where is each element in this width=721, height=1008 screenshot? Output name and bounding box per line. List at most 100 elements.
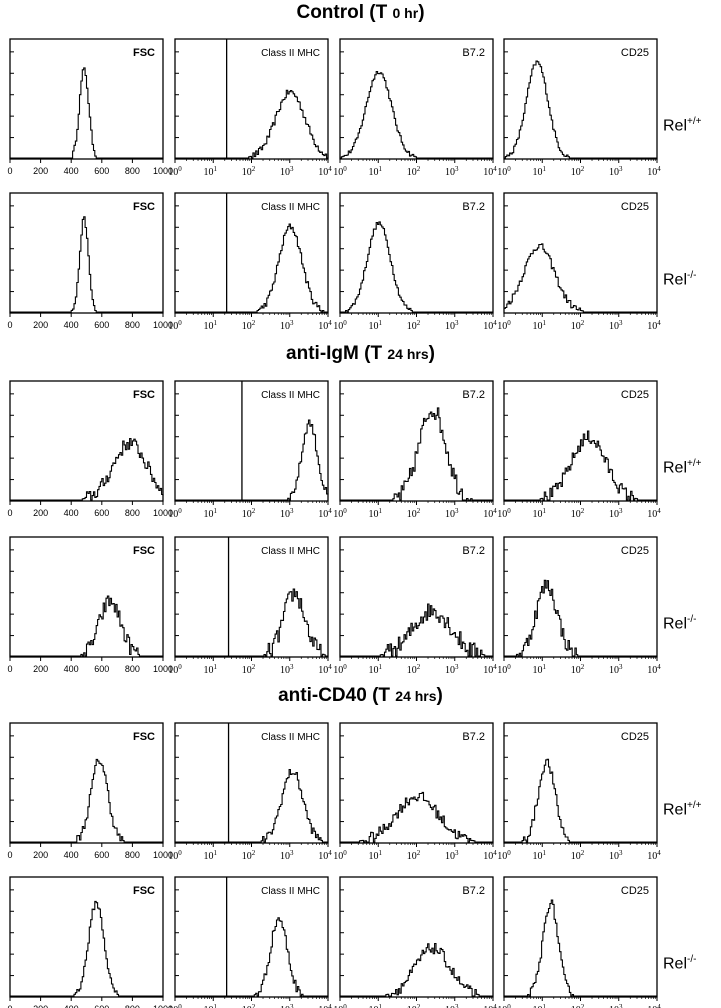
x-tick-label: 101 (204, 663, 218, 676)
x-tick-label: 103 (445, 507, 459, 520)
panel-label: B7.2 (462, 731, 485, 743)
genotype-superscript: +/+ (687, 116, 702, 127)
x-tick-label: 103 (445, 1003, 459, 1008)
genotype-base: Rel (663, 117, 688, 135)
histogram-trace (504, 579, 657, 657)
section-title: anti-CD40 (T 24 hrs) (0, 685, 721, 707)
x-tick-label: 1000 (153, 508, 173, 518)
x-tick-label: 103 (280, 319, 294, 332)
x-tick-label: 0 (7, 166, 12, 176)
histogram-panel: 100 101 102 103 104 Class II MHC (168, 876, 332, 1008)
histogram-trace (340, 603, 493, 657)
x-tick-label: 102 (571, 165, 585, 178)
histogram-trace (175, 588, 328, 657)
genotype-label: Rel+/+ (663, 800, 701, 819)
x-tick-label: 104 (483, 663, 497, 676)
panel-label: FSC (133, 731, 155, 743)
histogram-trace (340, 221, 493, 313)
genotype-label: Rel-/- (663, 614, 696, 633)
histogram-panel: 100 101 102 103 104 CD25 (497, 380, 661, 520)
x-tick-label: 100 (168, 1003, 182, 1008)
genotype-superscript: -/- (687, 270, 697, 281)
genotype-superscript: +/+ (687, 458, 702, 469)
x-tick-label: 103 (445, 165, 459, 178)
panel-label: CD25 (621, 201, 649, 213)
x-tick-label: 400 (64, 850, 79, 860)
x-tick-label: 101 (204, 507, 218, 520)
panel-frame (9, 380, 164, 502)
panel-label: FSC (133, 201, 155, 213)
panel-label: B7.2 (462, 47, 485, 59)
x-tick-label: 102 (242, 507, 256, 520)
x-tick-label: 101 (533, 507, 547, 520)
genotype-label: Rel+/+ (663, 458, 701, 477)
x-tick-label: 100 (497, 507, 511, 520)
panel-label: Class II MHC (261, 732, 320, 743)
x-tick-label: 400 (64, 320, 79, 330)
genotype-label: Rel-/- (663, 270, 696, 289)
x-tick-label: 102 (407, 663, 421, 676)
x-tick-label: 0 (7, 508, 12, 518)
x-tick-label: 101 (533, 319, 547, 332)
x-tick-label: 104 (318, 165, 332, 178)
genotype-base: Rel (663, 459, 688, 477)
histogram-trace (175, 89, 329, 159)
histogram-panel: 100 101 102 103 104 B7.2 (333, 380, 497, 520)
x-tick-label: 103 (609, 165, 623, 178)
section-title-main: anti-CD40 (T (278, 685, 396, 706)
x-tick-label: 104 (483, 507, 497, 520)
histogram-trace (340, 407, 493, 501)
x-tick-label: 103 (609, 319, 623, 332)
section-title: Control (T 0 hr) (0, 2, 721, 24)
histogram-trace (10, 216, 163, 313)
x-tick-label: 100 (168, 849, 182, 862)
x-tick-label: 101 (369, 1003, 383, 1008)
panel-label: B7.2 (462, 389, 485, 401)
x-tick-label: 103 (280, 1003, 294, 1008)
x-tick-label: 400 (64, 664, 79, 674)
panel-label: B7.2 (462, 545, 485, 557)
histogram-panel: 100 101 102 103 104 CD25 (497, 722, 661, 862)
x-tick-label: 100 (333, 663, 347, 676)
panel-frame (9, 722, 164, 844)
x-tick-label: 102 (571, 507, 585, 520)
x-tick-label: 100 (497, 319, 511, 332)
x-tick-label: 101 (204, 1003, 218, 1008)
histogram-trace (10, 437, 164, 501)
panel-label: B7.2 (462, 201, 485, 213)
x-tick-label: 200 (33, 320, 48, 330)
histogram-trace (340, 70, 493, 159)
x-tick-label: 100 (333, 165, 347, 178)
x-tick-label: 1000 (153, 1004, 173, 1008)
x-tick-label: 102 (242, 663, 256, 676)
histogram-trace (10, 595, 163, 657)
histogram-panel: 100 101 102 103 104 CD25 (497, 876, 661, 1008)
x-tick-label: 104 (647, 507, 661, 520)
histogram-panel: 0 200 400 600 800 1000 FSC (7, 876, 173, 1008)
histogram-trace (340, 942, 493, 997)
histogram-panel: 100 101 102 103 104 B7.2 (333, 38, 497, 178)
x-tick-label: 104 (647, 319, 661, 332)
x-tick-label: 102 (242, 1003, 256, 1008)
x-tick-label: 103 (609, 849, 623, 862)
genotype-superscript: -/- (687, 614, 697, 625)
x-tick-label: 800 (125, 850, 140, 860)
panel-label: FSC (133, 545, 155, 557)
x-tick-label: 1000 (153, 320, 173, 330)
x-tick-label: 104 (483, 165, 497, 178)
histogram-panel: 0 200 400 600 800 1000 FSC (7, 536, 173, 674)
x-tick-label: 800 (125, 664, 140, 674)
section-title-time: 0 hr (392, 5, 419, 21)
x-tick-label: 102 (407, 849, 421, 862)
x-tick-label: 102 (407, 319, 421, 332)
histogram-panel: 100 101 102 103 104 CD25 (497, 536, 661, 676)
panel-frame (9, 192, 164, 314)
x-tick-label: 101 (204, 319, 218, 332)
x-tick-label: 200 (33, 1004, 48, 1008)
x-tick-label: 103 (445, 663, 459, 676)
x-tick-label: 200 (33, 166, 48, 176)
x-tick-label: 0 (7, 1004, 12, 1008)
x-tick-label: 101 (533, 663, 547, 676)
panel-label: CD25 (621, 47, 649, 59)
